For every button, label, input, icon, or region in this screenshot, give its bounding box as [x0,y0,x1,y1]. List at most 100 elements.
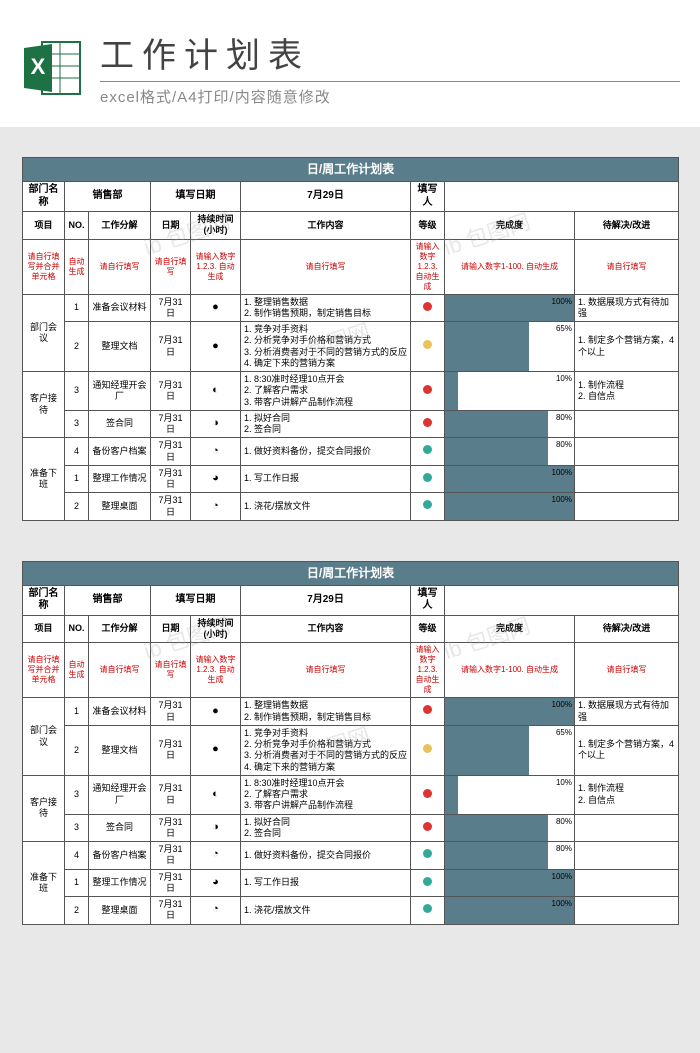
dept-value: 销售部 [65,585,151,615]
row-content: 1. 拟好合同2. 签合同 [241,410,411,438]
group-name: 部门会议 [23,698,65,776]
row-no: 3 [65,775,89,814]
col-c9: 待解决/改进 [575,615,679,643]
row-level-icon [411,294,445,322]
person-value [445,182,679,212]
hint-h9: 请自行填写 [575,239,679,294]
sheet-title: 日/周工作计划表 [23,561,679,585]
row-date: 7月31日 [151,493,191,521]
group-name: 准备下班 [23,842,65,925]
hint-h6: 请自行填写 [241,239,411,294]
row-duration-icon: ◔ [191,493,241,521]
dept-label: 部门名称 [23,182,65,212]
hint-h1: 请自行填写并合并单元格 [23,239,65,294]
row-progress-bar: 65% [445,725,575,775]
col-c8: 完成度 [445,212,575,240]
row-level-icon [411,438,445,466]
row-no: 4 [65,438,89,466]
hint-h2: 自动生成 [65,643,89,698]
row-no: 2 [65,322,89,372]
hint-h8: 请输入数字1-100. 自动生成 [445,239,575,294]
row-no: 4 [65,842,89,870]
row-task: 整理桌面 [89,493,151,521]
row-content: 1. 写工作日报 [241,869,411,897]
row-no: 3 [65,814,89,842]
row-note: 1. 制定多个营销方案，4个以上 [575,322,679,372]
col-c5: 持续时间(小时) [191,615,241,643]
hint-h8: 请输入数字1-100. 自动生成 [445,643,575,698]
row-duration-icon: ◔ [191,438,241,466]
row-level-icon [411,775,445,814]
row-duration-icon: ◐ [191,372,241,411]
row-duration-icon: ● [191,322,241,372]
hint-h7: 请输入数字1.2.3. 自动生成 [411,643,445,698]
row-task: 备份客户档案 [89,438,151,466]
row-no: 3 [65,410,89,438]
row-content: 1. 浇花/摆放文件 [241,493,411,521]
page-title: 工作计划表 [100,28,680,82]
row-duration-icon: ● [191,294,241,322]
col-c5: 持续时间(小时) [191,212,241,240]
row-content: 1. 8:30准时经理10点开会2. 了解客户需求3. 带客户讲解产品制作流程 [241,372,411,411]
row-no: 1 [65,465,89,493]
row-level-icon [411,842,445,870]
row-duration-icon: ◔ [191,842,241,870]
row-level-icon [411,869,445,897]
row-no: 1 [65,869,89,897]
row-date: 7月31日 [151,410,191,438]
row-content: 1. 竞争对手资料2. 分析竞争对手价格和营销方式3. 分析消费者对于不同的营销… [241,322,411,372]
col-c6: 工作内容 [241,212,411,240]
col-c2: NO. [65,212,89,240]
row-level-icon [411,465,445,493]
row-progress-bar: 100% [445,869,575,897]
col-c4: 日期 [151,615,191,643]
row-note [575,842,679,870]
row-content: 1. 整理销售数据2. 制作销售预期，制定销售目标 [241,294,411,322]
page-subtitle: excel格式/A4打印/内容随意修改 [100,86,680,107]
row-content: 1. 竞争对手资料2. 分析竞争对手价格和营销方式3. 分析消费者对于不同的营销… [241,725,411,775]
row-progress-bar: 100% [445,294,575,322]
hint-h6: 请自行填写 [241,643,411,698]
hint-h7: 请输入数字1.2.3. 自动生成 [411,239,445,294]
row-task: 通知经理开会厂 [89,372,151,411]
row-duration-icon: ● [191,698,241,726]
col-c7: 等级 [411,212,445,240]
person-label: 填写人 [411,182,445,212]
svg-text:X: X [31,54,46,79]
row-duration-icon: ◔ [191,897,241,925]
row-task: 整理文档 [89,725,151,775]
col-c9: 待解决/改进 [575,212,679,240]
row-duration-icon: ◑ [191,410,241,438]
row-note [575,897,679,925]
row-progress-bar: 65% [445,322,575,372]
template-header: X 工作计划表 excel格式/A4打印/内容随意修改 [0,0,700,127]
row-date: 7月31日 [151,869,191,897]
row-note: 1. 制定多个营销方案，4个以上 [575,725,679,775]
row-task: 准备会议材料 [89,698,151,726]
row-level-icon [411,372,445,411]
date-label: 填写日期 [151,585,241,615]
row-level-icon [411,897,445,925]
hint-h2: 自动生成 [65,239,89,294]
row-date: 7月31日 [151,775,191,814]
row-progress-bar: 10% [445,372,575,411]
row-task: 整理工作情况 [89,869,151,897]
col-c1: 项目 [23,615,65,643]
row-content: 1. 整理销售数据2. 制作销售预期，制定销售目标 [241,698,411,726]
hint-h4: 请自行填写 [151,239,191,294]
row-level-icon [411,698,445,726]
row-content: 1. 做好资料备份，提交合同报价 [241,438,411,466]
row-date: 7月31日 [151,814,191,842]
row-progress-bar: 10% [445,775,575,814]
col-c2: NO. [65,615,89,643]
row-duration-icon: ◐ [191,775,241,814]
row-progress-bar: 100% [445,698,575,726]
col-c3: 工作分解 [89,615,151,643]
row-note [575,438,679,466]
row-date: 7月31日 [151,322,191,372]
dept-label: 部门名称 [23,585,65,615]
row-no: 2 [65,493,89,521]
person-label: 填写人 [411,585,445,615]
row-progress-bar: 80% [445,438,575,466]
row-level-icon [411,493,445,521]
